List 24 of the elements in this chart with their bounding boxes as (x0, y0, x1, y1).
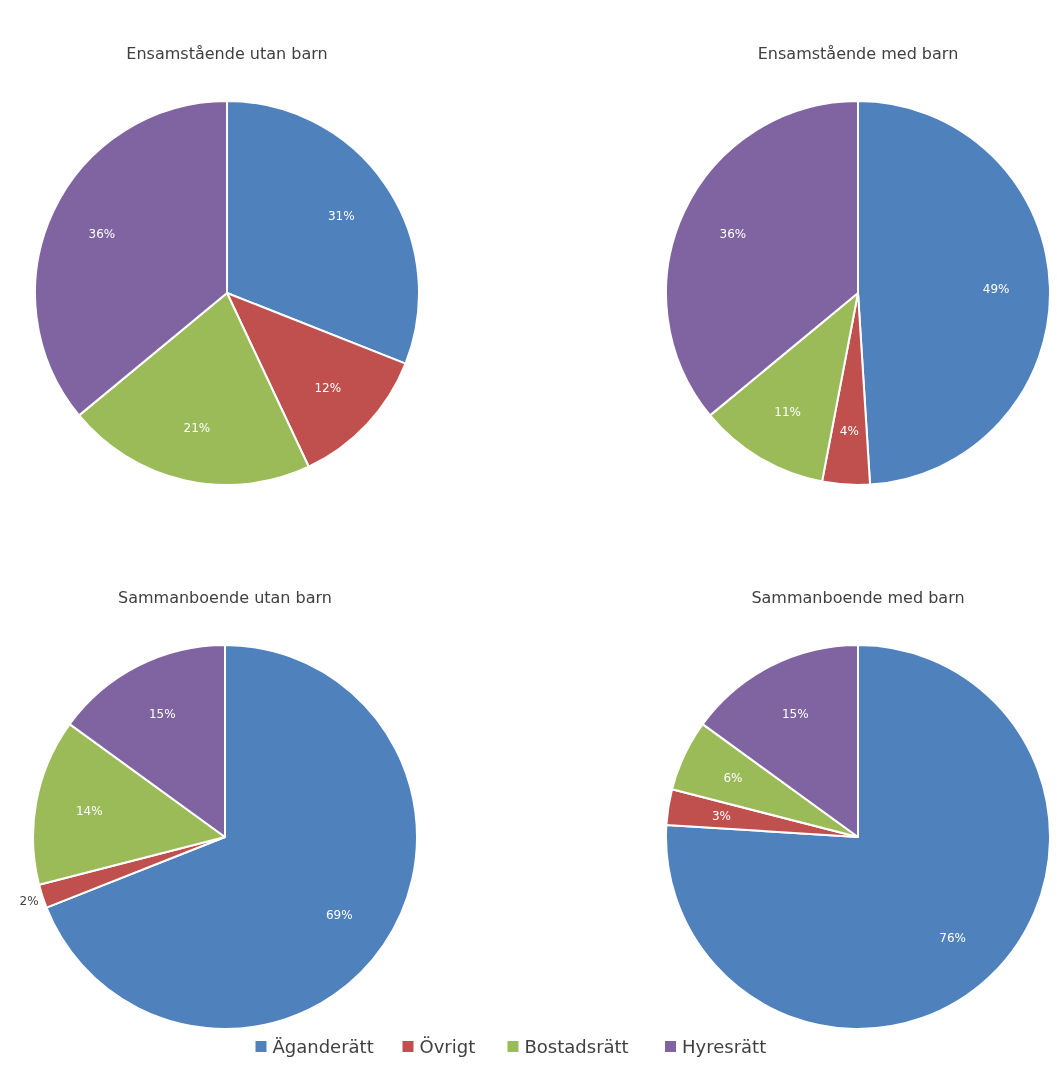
data-label: 4% (839, 424, 859, 439)
data-label: 11% (774, 405, 801, 420)
chart-title: Sammanboende utan barn (118, 588, 332, 607)
data-label: 49% (982, 281, 1010, 296)
data-label: 15% (148, 707, 176, 722)
data-label: 2% (19, 893, 39, 908)
data-label: 6% (723, 771, 743, 786)
data-label: 21% (183, 421, 211, 436)
chart-title: Sammanboende med barn (751, 588, 965, 607)
data-label: 12% (314, 380, 342, 395)
legend-label: Äganderätt (272, 1036, 374, 1058)
legend-label: Hyresrätt (682, 1036, 767, 1058)
data-label: 3% (711, 808, 731, 823)
data-label: 14% (75, 804, 103, 819)
legend-label: Bostadsrätt (524, 1036, 629, 1058)
data-label: 69% (326, 907, 353, 922)
data-label: 36% (719, 227, 747, 242)
data-label: 36% (88, 227, 116, 242)
data-label: 76% (939, 930, 966, 945)
legend-label: Övrigt (419, 1036, 476, 1058)
chart-title: Ensamstående utan barn (126, 44, 328, 63)
data-label: 31% (328, 208, 355, 223)
data-label: 15% (781, 707, 809, 722)
chart-title: Ensamstående med barn (757, 44, 959, 63)
